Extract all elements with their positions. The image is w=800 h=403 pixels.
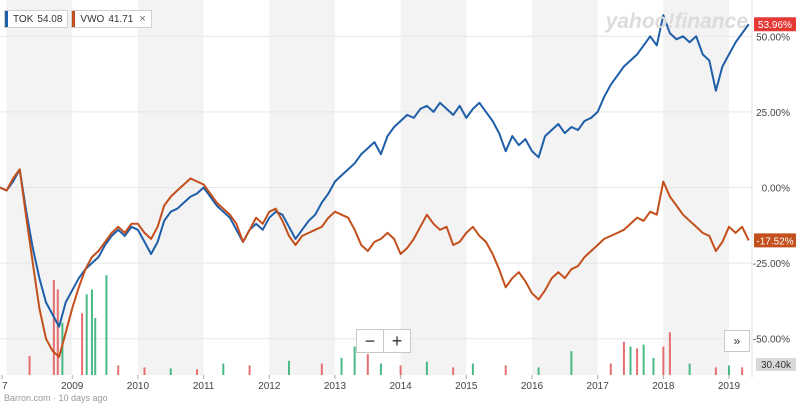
volume-bar <box>222 363 225 375</box>
volume-bar <box>85 294 88 375</box>
last-value-labels: 53.96% -17.52% <box>754 17 796 248</box>
volume-bar <box>52 280 55 375</box>
series-line-tok <box>0 14 750 328</box>
volume-bar <box>471 363 474 375</box>
volume-bar <box>169 368 172 375</box>
legend-symbol: TOK <box>13 13 34 25</box>
y-tick-label: 0.00% <box>762 184 790 195</box>
last-value-vwo: -17.52% <box>754 233 796 248</box>
volume-bar <box>353 346 356 375</box>
volume-bars <box>28 275 744 375</box>
y-tick-label: 25.00% <box>756 108 790 119</box>
legend-swatch <box>5 11 8 27</box>
volume-bar <box>570 351 573 375</box>
volume-bar <box>105 275 108 375</box>
volume-bar <box>504 365 507 375</box>
volume-bar <box>320 363 323 375</box>
series-line-vwo <box>0 168 750 358</box>
remove-comparison-icon[interactable]: × <box>139 13 146 25</box>
volume-bar <box>688 363 691 375</box>
volume-bar <box>56 289 59 375</box>
legend-item-tok[interactable]: TOK 54.08 <box>4 10 69 28</box>
volume-bar <box>399 365 402 375</box>
volume-bar <box>622 341 625 375</box>
volume-bar <box>196 369 199 375</box>
volume-bar <box>425 361 428 375</box>
volume-scale-label: 30.40k <box>756 358 796 371</box>
volume-bar <box>117 365 120 375</box>
x-tick-label: 2015 <box>455 381 478 392</box>
x-tick-label: 2013 <box>324 381 347 392</box>
x-tick-label: 2014 <box>390 381 413 392</box>
volume-bar <box>61 322 64 375</box>
y-tick-label: -25.00% <box>753 259 790 270</box>
news-footer: Barron.com · 10 days ago <box>4 393 108 403</box>
x-tick-label: 2010 <box>127 381 150 392</box>
x-tick-label: 2018 <box>652 381 675 392</box>
volume-bar <box>642 344 645 375</box>
x-tick-label: 2012 <box>258 381 281 392</box>
volume-bar <box>379 363 382 375</box>
volume-bar <box>248 365 251 375</box>
last-value-tok: 53.96% <box>754 17 796 32</box>
volume-bar <box>714 367 717 375</box>
volume-bar <box>662 346 665 375</box>
y-tick-label: -50.00% <box>753 335 790 346</box>
x-tick-label: 2016 <box>521 381 544 392</box>
last-value-badge <box>754 233 796 248</box>
legend-item-vwo[interactable]: VWO 41.71 × <box>71 10 152 28</box>
volume-bar <box>366 354 369 375</box>
volume-bar <box>452 367 455 375</box>
volume-bar <box>90 289 93 375</box>
volume-scale-value: 30.40k <box>761 360 792 371</box>
x-axis-ticks: 7 2009 2010 2011 2012 2013 2014 2015 2016 2017 201… <box>1 375 741 392</box>
y-tick-label: 50.00% <box>756 32 790 43</box>
zoom-in-button[interactable]: + <box>383 330 410 352</box>
last-value-text: 53.96% <box>758 20 792 31</box>
series-lines <box>0 14 750 358</box>
volume-bar <box>28 356 31 375</box>
volume-bar <box>609 363 612 375</box>
volume-bar <box>287 360 290 375</box>
x-tick-label: 2009 <box>61 381 84 392</box>
yahoo-finance-logo: yahoo!finance <box>605 10 749 33</box>
volume-bar <box>143 367 146 375</box>
volume-bar <box>94 318 97 375</box>
volume-bar <box>741 367 744 375</box>
volume-bar <box>728 365 731 375</box>
volume-bar <box>537 367 540 375</box>
volume-bar <box>668 332 671 375</box>
x-tick-label: 2017 <box>587 381 610 392</box>
y-axis-ticks: 50.00% 25.00% 0.00% -25.00% -50.00% <box>753 32 790 345</box>
legend-swatch <box>72 11 76 27</box>
zoom-out-button[interactable]: − <box>364 331 376 351</box>
last-value-badge <box>754 17 796 32</box>
x-tick-label: 2019 <box>718 381 741 392</box>
legend-value: 54.08 <box>37 13 63 25</box>
zoom-controls: − + <box>356 329 411 353</box>
volume-bar <box>652 357 655 375</box>
last-value-text: -17.52% <box>756 236 793 247</box>
volume-bar <box>340 357 343 375</box>
gridlines <box>0 0 753 378</box>
legend-symbol: VWO <box>80 13 105 25</box>
expand-button[interactable]: » <box>724 330 750 352</box>
volume-bar <box>636 348 639 375</box>
x-tick-label: 7 <box>2 381 8 392</box>
legend: TOK 54.08 VWO 41.71 × <box>4 10 152 28</box>
volume-bar <box>81 313 84 375</box>
volume-bar <box>629 346 632 375</box>
legend-value: 41.71 <box>108 13 134 25</box>
x-tick-label: 2011 <box>193 381 215 392</box>
